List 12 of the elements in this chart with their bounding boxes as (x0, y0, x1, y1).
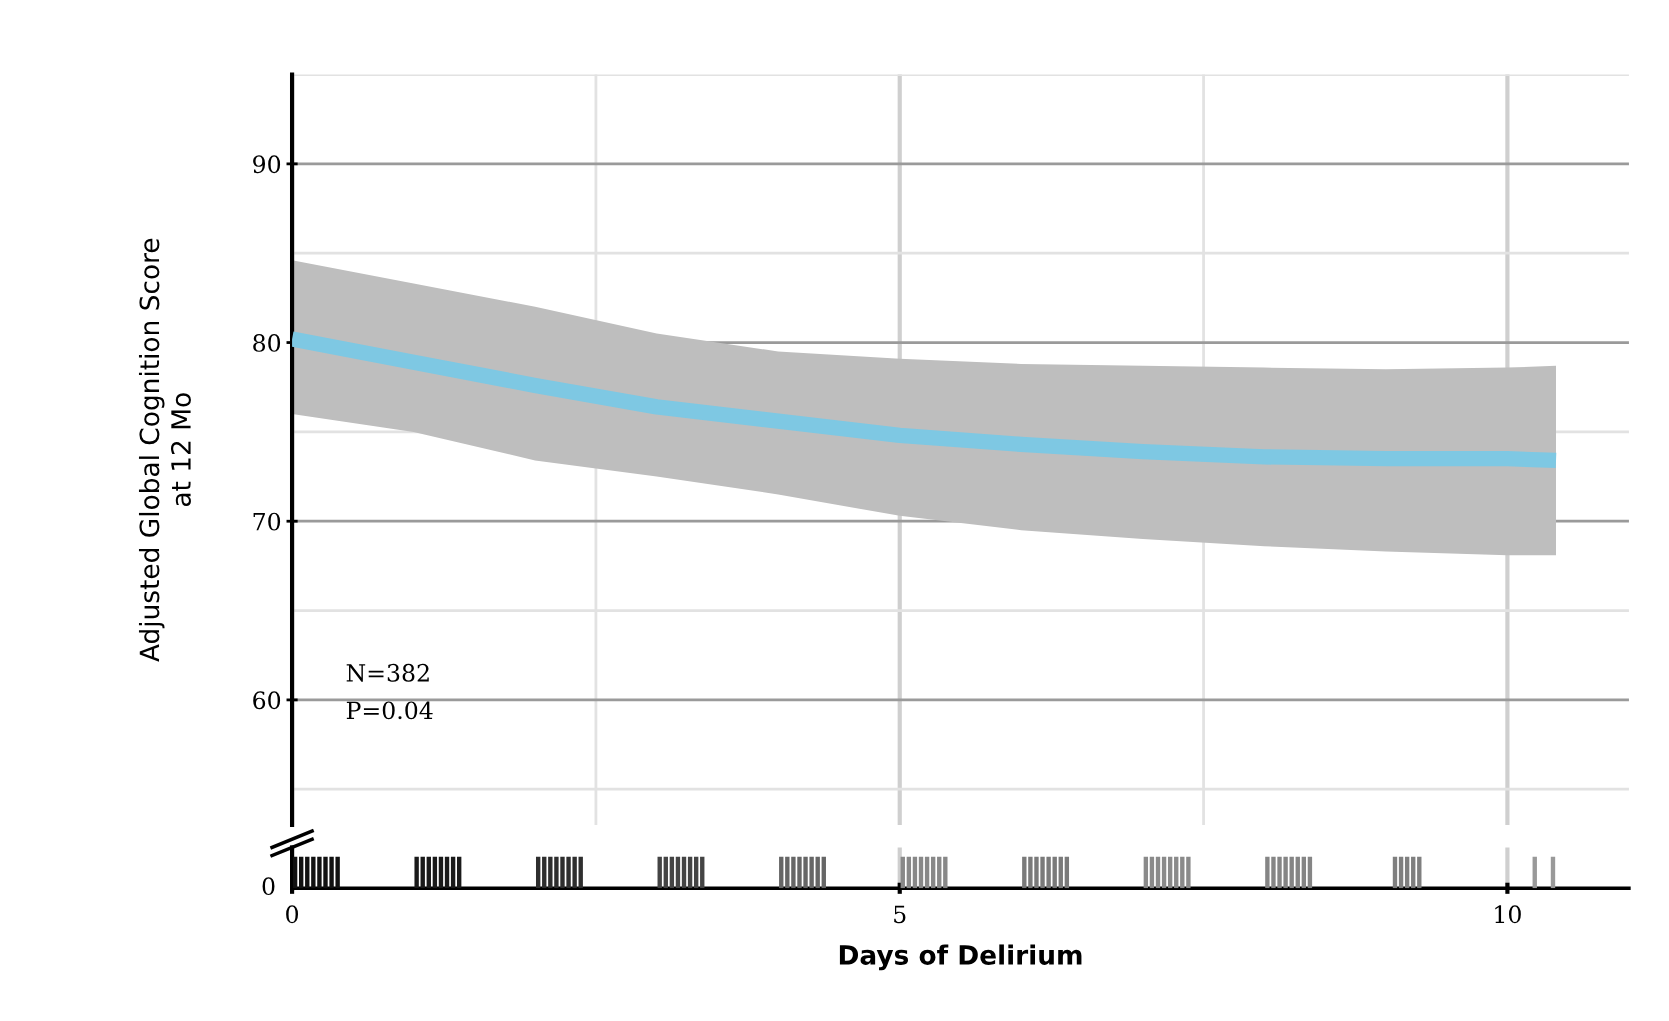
text: 0 (262, 877, 275, 896)
x-axis-title: Days of Delirium (839, 944, 1082, 971)
x-tick-label: 5 (894, 905, 906, 924)
y-tick-label: 90 (253, 155, 281, 174)
y-tick-label: 70 (253, 512, 281, 531)
annotation: N=382 (346, 663, 429, 682)
y-tick-label: 60 (253, 691, 281, 710)
y-tick-label: 80 (253, 333, 281, 352)
y-axis-title: Adjusted Global Cognition Score at 12 Mo (138, 238, 191, 662)
x-tick-label: 0 (286, 905, 299, 924)
annotation: P=0.04 (346, 701, 433, 720)
x-tick-label: 10 (1495, 905, 1521, 924)
